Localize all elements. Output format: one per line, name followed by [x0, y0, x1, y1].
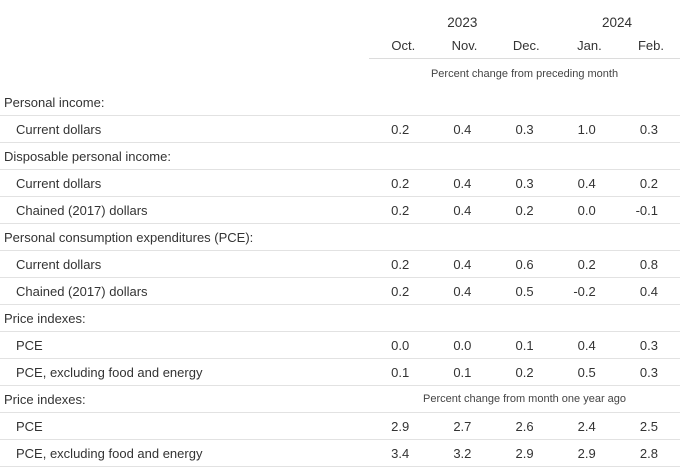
month-header-jan: Jan. — [577, 38, 602, 53]
value-cell: 0.3 — [493, 169, 556, 197]
section-title: Personal consumption expenditures (PCE): — [0, 223, 370, 251]
value-cell: 0.4 — [431, 250, 494, 278]
row-label: Chained (2017) dollars — [0, 277, 370, 305]
value-cell: 0.3 — [617, 115, 680, 143]
section-title: Price indexes: — [0, 304, 370, 332]
table-row: PCE, excluding food and energy 3.4 3.2 2… — [0, 439, 680, 467]
section-title: Disposable personal income: — [0, 142, 370, 170]
value-cell: 0.0 — [555, 196, 618, 224]
year-header-2023: 2023 — [447, 15, 478, 30]
unit-row-monthly: Percent change from preceding month — [0, 58, 680, 89]
month-header-feb: Feb. — [637, 38, 664, 53]
value-cell: 0.3 — [617, 331, 680, 359]
month-header-nov: Nov. — [451, 38, 478, 53]
value-cell: 0.3 — [617, 358, 680, 386]
row-label: Chained (2017) dollars — [0, 196, 370, 224]
value-cell: 0.1 — [369, 358, 432, 386]
value-cell: 0.2 — [369, 169, 432, 197]
value-cell: -0.2 — [555, 277, 618, 305]
table-row: Current dollars 0.2 0.4 0.3 1.0 0.3 — [0, 115, 680, 143]
value-cell: 0.4 — [555, 169, 618, 197]
table-row: Chained (2017) dollars 0.2 0.4 0.5 -0.2 … — [0, 277, 680, 305]
table-row: Current dollars 0.2 0.4 0.6 0.2 0.8 — [0, 250, 680, 278]
value-cell: 2.6 — [493, 412, 556, 440]
row-label: Current dollars — [0, 115, 370, 143]
personal-income-table-page: 2023 2024 Oct. Nov. Dec. Jan. Feb. Perce… — [0, 15, 680, 467]
row-label: PCE — [0, 331, 370, 359]
table-row: PCE, excluding food and energy 0.1 0.1 0… — [0, 358, 680, 386]
month-header-row: Oct. Nov. Dec. Jan. Feb. — [0, 33, 680, 59]
section-header-pce: Personal consumption expenditures (PCE): — [0, 223, 680, 251]
value-cell: 0.4 — [617, 277, 680, 305]
section-header-personal-income: Personal income: — [0, 89, 680, 116]
table-row: Current dollars 0.2 0.4 0.3 0.4 0.2 — [0, 169, 680, 197]
value-cell: 0.2 — [617, 169, 680, 197]
row-label: PCE, excluding food and energy — [0, 439, 370, 467]
value-cell: 0.4 — [555, 331, 618, 359]
year-header-2024: 2024 — [601, 15, 632, 30]
month-header-dec: Dec. — [512, 38, 540, 53]
value-cell: 3.2 — [431, 439, 494, 467]
unit-label-monthly: Percent change from preceding month — [369, 58, 680, 89]
row-label: Current dollars — [0, 169, 370, 197]
value-cell: 2.7 — [431, 412, 494, 440]
year-header-row: 2023 2024 — [0, 0, 680, 33]
section-header-price-indexes-monthly: Price indexes: — [0, 304, 680, 332]
value-cell: 2.4 — [555, 412, 618, 440]
section-header-disposable-income: Disposable personal income: — [0, 142, 680, 170]
value-cell: 0.4 — [431, 115, 494, 143]
value-cell: 0.0 — [431, 331, 494, 359]
value-cell: 0.2 — [493, 358, 556, 386]
value-cell: 2.9 — [493, 439, 556, 467]
value-cell: 0.1 — [493, 331, 556, 359]
value-cell: 0.4 — [431, 277, 494, 305]
value-cell: 0.4 — [431, 169, 494, 197]
table-row: Chained (2017) dollars 0.2 0.4 0.2 0.0 -… — [0, 196, 680, 224]
value-cell: 0.2 — [555, 250, 618, 278]
section-title: Personal income: — [0, 89, 370, 116]
value-cell: 2.9 — [555, 439, 618, 467]
value-cell: 0.1 — [431, 358, 494, 386]
section-title: Price indexes: — [0, 385, 370, 413]
value-cell: 0.2 — [369, 277, 432, 305]
value-cell: 0.3 — [493, 115, 556, 143]
value-cell: 0.0 — [369, 331, 432, 359]
value-cell: 2.5 — [617, 412, 680, 440]
unit-label-yearly: Percent change from month one year ago — [369, 385, 680, 413]
value-cell: 0.6 — [493, 250, 556, 278]
value-cell: 0.5 — [493, 277, 556, 305]
row-label: PCE — [0, 412, 370, 440]
row-label: Current dollars — [0, 250, 370, 278]
value-cell: 2.8 — [617, 439, 680, 467]
value-cell: 0.5 — [555, 358, 618, 386]
table-row: PCE 0.0 0.0 0.1 0.4 0.3 — [0, 331, 680, 359]
section-header-price-indexes-yearly: Price indexes: Percent change from month… — [0, 385, 680, 413]
row-label: PCE, excluding food and energy — [0, 358, 370, 386]
value-cell: 3.4 — [369, 439, 432, 467]
value-cell: 1.0 — [555, 115, 618, 143]
value-cell: 0.2 — [369, 250, 432, 278]
value-cell: 2.9 — [369, 412, 432, 440]
value-cell: 0.2 — [369, 196, 432, 224]
value-cell: 0.2 — [369, 115, 432, 143]
value-cell: 0.4 — [431, 196, 494, 224]
table-row: PCE 2.9 2.7 2.6 2.4 2.5 — [0, 412, 680, 440]
value-cell: 0.2 — [493, 196, 556, 224]
value-cell: -0.1 — [617, 196, 680, 224]
value-cell: 0.8 — [617, 250, 680, 278]
month-header-oct: Oct. — [391, 38, 416, 53]
